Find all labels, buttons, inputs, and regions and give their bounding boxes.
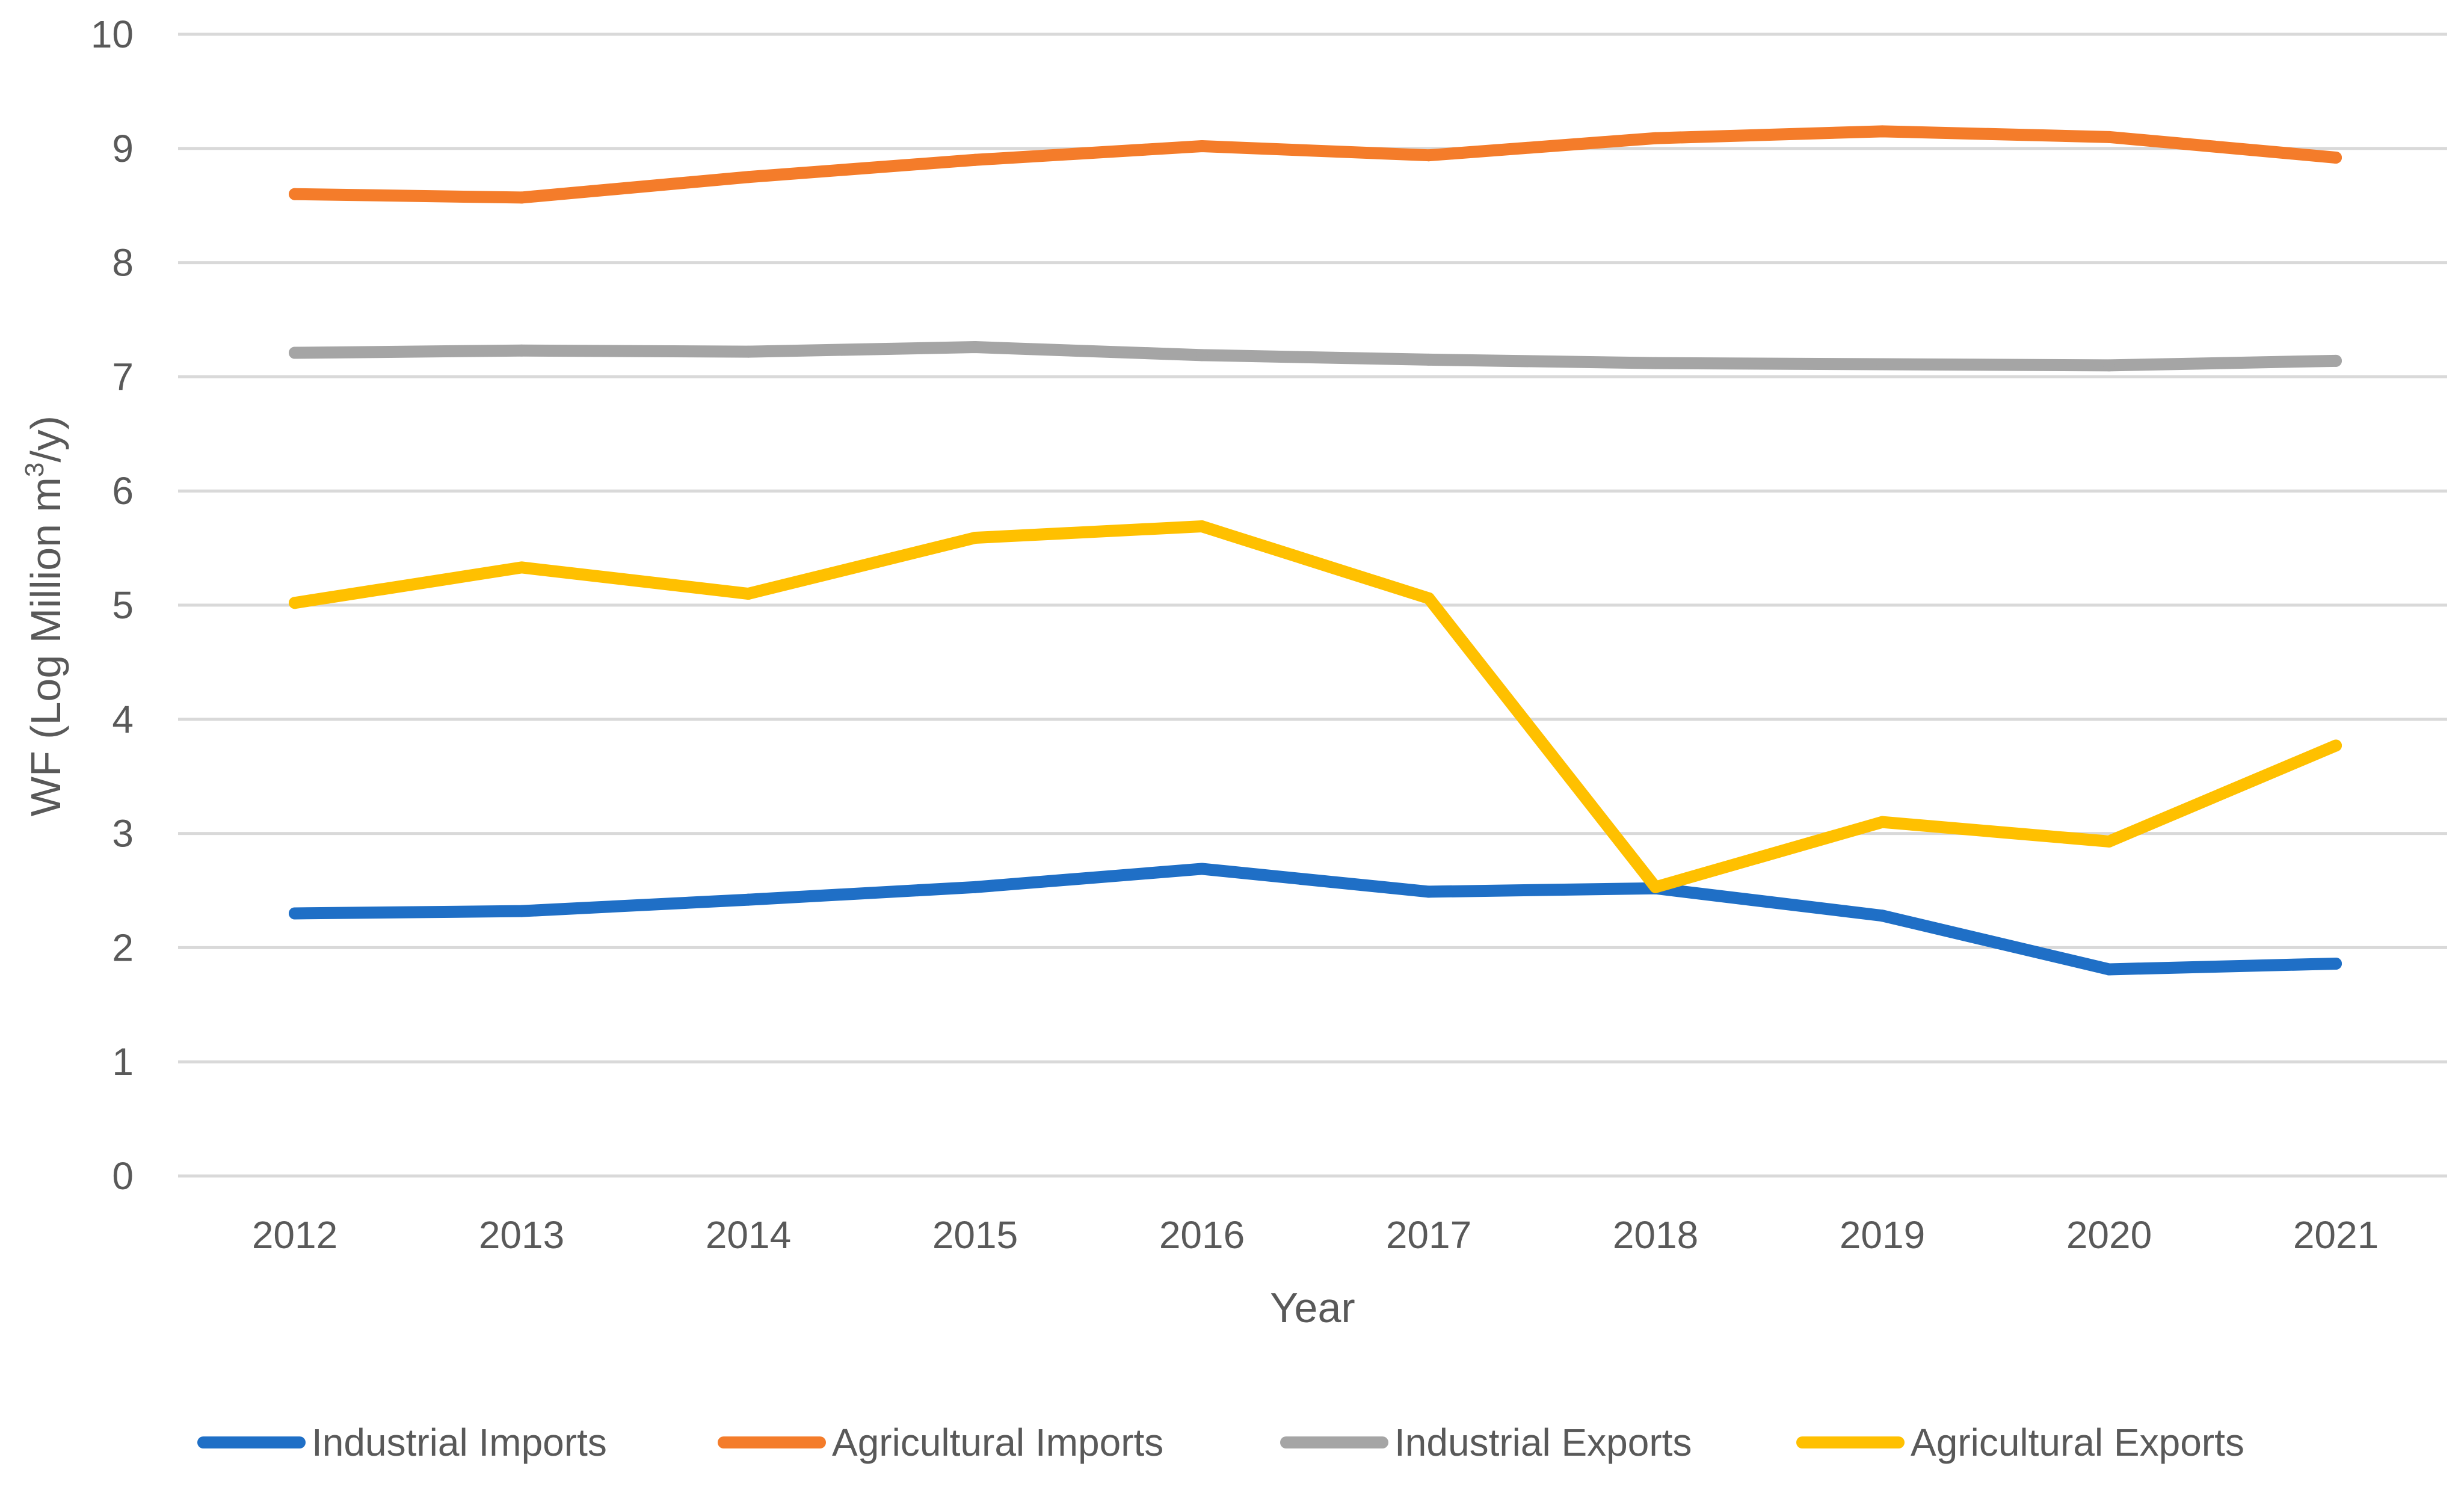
legend-label-agricultural-exports: Agricultural Exports: [1911, 1421, 2244, 1464]
data-point-agricultural-exports: [1649, 881, 1662, 893]
x-tick-label: 2018: [1613, 1213, 1698, 1257]
y-tick-label: 2: [112, 926, 134, 969]
data-point-agricultural-exports: [2330, 739, 2342, 752]
data-point-industrial-imports: [2330, 957, 2342, 970]
data-point-agricultural-exports: [1876, 816, 1888, 828]
y-tick-label: 7: [112, 355, 134, 398]
data-point-industrial-imports: [516, 905, 528, 917]
gridlines: [178, 32, 2447, 1178]
y-axis-ticks: 0 1 2 3 4 5 6 7 8 9 10: [91, 13, 134, 1198]
y-tick-label: 5: [112, 583, 134, 627]
data-point-agricultural-exports: [1196, 520, 1208, 533]
data-point-agricultural-imports: [289, 188, 301, 200]
x-axis-ticks: 2012 2013 2014 2015 2016 2017 2018 2019 2020 2021: [252, 1213, 2379, 1257]
x-tick-label: 2016: [1159, 1213, 1245, 1257]
data-point-agricultural-exports: [289, 597, 301, 609]
x-tick-label: 2020: [2066, 1213, 2152, 1257]
y-axis-title-prefix: WF (Log Million m: [22, 477, 69, 816]
data-point-agricultural-imports: [1876, 125, 1888, 138]
y-axis-title-suffix: /y): [22, 416, 69, 463]
data-point-agricultural-imports: [516, 191, 528, 204]
data-point-industrial-exports: [1649, 357, 1662, 369]
series-line-industrial-imports: [289, 863, 2342, 976]
data-point-industrial-imports: [1876, 910, 1888, 922]
x-tick-label: 2012: [252, 1213, 337, 1257]
y-tick-label: 10: [91, 13, 134, 56]
data-point-agricultural-exports: [1423, 592, 1435, 605]
legend: Industrial Imports Agricultural Imports In…: [197, 1421, 2244, 1464]
x-tick-label: 2015: [932, 1213, 1018, 1257]
data-point-industrial-exports: [1423, 353, 1435, 366]
y-axis-title-superscript: 3: [20, 463, 49, 477]
y-tick-label: 4: [112, 698, 134, 741]
y-tick-label: 8: [112, 241, 134, 285]
data-point-agricultural-imports: [742, 171, 754, 183]
x-tick-label: 2021: [2293, 1213, 2379, 1257]
series-line-agricultural-exports: [289, 520, 2342, 893]
data-point-agricultural-imports: [1196, 140, 1208, 153]
series-lines: [289, 125, 2342, 976]
data-point-industrial-exports: [516, 344, 528, 357]
y-tick-label: 9: [112, 127, 134, 170]
y-tick-label: 3: [112, 812, 134, 855]
y-axis-title: WF (Log Million m3/y): [20, 416, 69, 816]
y-tick-label: 6: [112, 469, 134, 512]
data-point-industrial-exports: [2103, 359, 2115, 372]
data-point-industrial-exports: [289, 346, 301, 359]
data-point-industrial-imports: [1196, 863, 1208, 875]
data-point-agricultural-exports: [516, 561, 528, 574]
x-tick-label: 2013: [479, 1213, 564, 1257]
data-point-agricultural-exports: [969, 532, 981, 544]
data-point-agricultural-exports: [742, 588, 754, 600]
data-point-industrial-exports: [1196, 349, 1208, 362]
data-point-industrial-exports: [2330, 354, 2342, 367]
data-point-agricultural-imports: [1423, 149, 1435, 162]
data-point-industrial-imports: [1423, 885, 1435, 898]
x-tick-label: 2017: [1386, 1213, 1471, 1257]
x-tick-label: 2019: [1840, 1213, 1925, 1257]
data-point-agricultural-imports: [2330, 151, 2342, 164]
legend-label-industrial-imports: Industrial Imports: [312, 1421, 607, 1464]
legend-label-agricultural-imports: Agricultural Imports: [832, 1421, 1163, 1464]
data-point-agricultural-exports: [2103, 835, 2115, 848]
y-tick-label: 1: [112, 1040, 134, 1083]
data-point-agricultural-imports: [969, 153, 981, 166]
data-point-industrial-imports: [2103, 963, 2115, 976]
legend-label-industrial-exports: Industrial Exports: [1394, 1421, 1692, 1464]
x-tick-label: 2014: [706, 1213, 791, 1257]
data-point-industrial-exports: [969, 341, 981, 354]
x-axis-title: Year: [1270, 1284, 1355, 1331]
series-line-agricultural-imports: [289, 125, 2342, 204]
series-line-industrial-exports: [289, 341, 2342, 372]
data-point-industrial-imports: [742, 893, 754, 906]
data-point-industrial-imports: [969, 881, 981, 893]
data-point-industrial-exports: [742, 345, 754, 358]
data-point-industrial-exports: [1876, 358, 1888, 371]
data-point-agricultural-imports: [1649, 132, 1662, 144]
data-point-agricultural-imports: [2103, 131, 2115, 143]
y-tick-label: 0: [112, 1154, 134, 1198]
data-point-industrial-imports: [289, 907, 301, 920]
